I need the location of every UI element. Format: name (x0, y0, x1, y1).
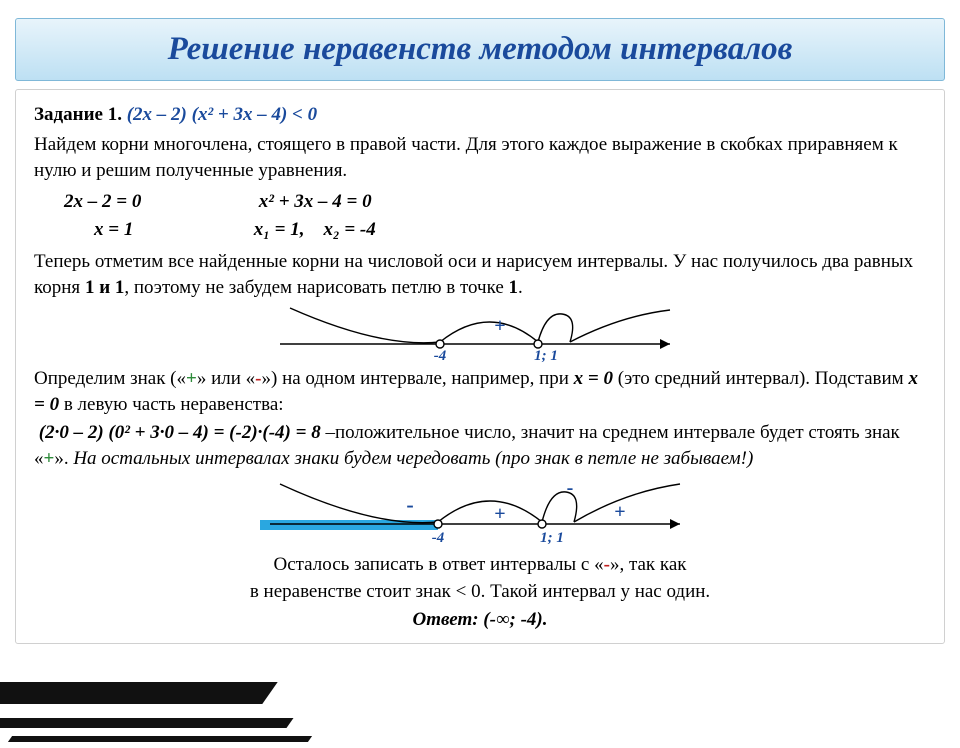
p3c: ») на одном интервале, например, при (262, 368, 574, 389)
ans-final-label: Ответ: (413, 609, 484, 630)
sol-2a: x₁ = 1, (254, 219, 305, 240)
d2-label-1: -4 (432, 530, 445, 546)
paragraph-1: Найдем корни многочлена, стоящего в прав… (34, 132, 926, 184)
p2d: 1 (509, 277, 519, 298)
solutions-row: x = 1 x₁ = 1, x₂ = -4 (94, 217, 926, 243)
d2-shaded-region (260, 520, 438, 530)
sol-2b: x₂ = -4 (323, 219, 375, 240)
p2e: . (518, 277, 523, 298)
p3b: » или « (197, 368, 255, 389)
p3a: Определим знак (« (34, 368, 186, 389)
equations-row: 2x – 2 = 0 x² + 3x – 4 = 0 (64, 189, 926, 215)
p2b: 1 и 1 (85, 277, 124, 298)
number-line-diagram-1: -4 1; 1 + (270, 306, 690, 364)
task-label: Задание 1. (34, 104, 122, 125)
p2c: , поэтому не забудем нарисовать петлю в … (124, 277, 508, 298)
paragraph-2: Теперь отметим все найденные корни на чи… (34, 249, 926, 301)
ans-l1b: », так как (610, 554, 687, 575)
d2-sign-mid: + (494, 503, 505, 525)
slide-title: Решение неравенств методом интервалов (26, 31, 934, 68)
task-expression: (2x – 2) (x² + 3x – 4) < 0 (127, 104, 317, 125)
d2-label-2: 1; 1 (540, 530, 564, 546)
p4-tail: На остальных интервалах знаки будем чере… (73, 448, 753, 469)
d1-label-1: -4 (434, 348, 447, 364)
slide-body: Задание 1. (2x – 2) (x² + 3x – 4) < 0 На… (15, 89, 945, 644)
sol-2: x₁ = 1, x₂ = -4 (254, 217, 376, 243)
ans-l1a: Осталось записать в ответ интервалы с « (273, 554, 603, 575)
p3e: в левую часть неравенства: (59, 394, 283, 415)
eq-1: 2x – 2 = 0 (64, 189, 254, 215)
answer-final: Ответ: (-∞; -4). (34, 607, 926, 633)
d1-sign-mid: + (494, 315, 505, 337)
number-line-diagram-2: -4 1; 1 - + - + (260, 476, 700, 548)
slide-header: Решение неравенств методом интервалов (15, 18, 945, 81)
sol-1: x = 1 (94, 217, 249, 243)
d1-label-2: 1; 1 (534, 348, 558, 364)
answer-line-1: Осталось записать в ответ интервалы с «-… (34, 552, 926, 578)
paragraph-4: (2·0 – 2) (0² + 3·0 – 4) = (-2)·(-4) = 8… (34, 420, 926, 472)
eq-2: x² + 3x – 4 = 0 (259, 189, 372, 215)
answer-block: Осталось записать в ответ интервалы с «-… (34, 552, 926, 633)
p3d: (это средний интервал). Подставим (613, 368, 908, 389)
p4-plus: + (44, 448, 55, 469)
d2-sign-loop: - (567, 477, 574, 499)
p4-end: ». (54, 448, 73, 469)
answer-line-2: в неравенстве стоит знак < 0. Такой инте… (34, 579, 926, 605)
p3-plus: + (186, 368, 197, 389)
d2-sign-left: - (406, 492, 413, 517)
p4-calc: (2·0 – 2) (0² + 3·0 – 4) = (-2)·(-4) = 8 (39, 422, 326, 443)
paragraph-3: Определим знак («+» или «-») на одном ин… (34, 366, 926, 418)
decorative-corner-stripes (60, 638, 300, 748)
task-line: Задание 1. (2x – 2) (x² + 3x – 4) < 0 (34, 102, 926, 128)
d2-sign-right: + (614, 501, 625, 523)
ans-final-val: (-∞; -4). (483, 609, 547, 630)
p3-x0-1: x = 0 (574, 368, 613, 389)
